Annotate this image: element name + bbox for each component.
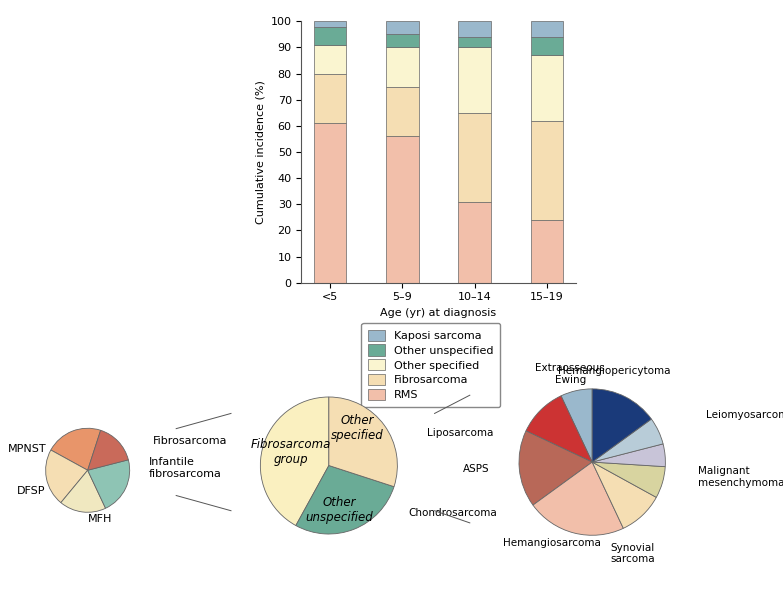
Text: Hemangiosarcoma: Hemangiosarcoma (503, 537, 601, 548)
Text: Malignant
mesenchymoma: Malignant mesenchymoma (698, 466, 783, 488)
Bar (314, 21, 346, 27)
Wedge shape (592, 462, 656, 528)
Wedge shape (533, 462, 623, 535)
Bar (386, 34, 419, 47)
Wedge shape (45, 450, 88, 503)
Bar (314, 74, 346, 123)
Text: Fibrosarcoma: Fibrosarcoma (153, 436, 227, 446)
Text: Other
unspecified: Other unspecified (305, 496, 373, 524)
Bar (314, 27, 346, 45)
X-axis label: Age (yr) at diagnosis: Age (yr) at diagnosis (381, 308, 496, 318)
Wedge shape (592, 462, 666, 497)
Wedge shape (261, 397, 329, 525)
Wedge shape (61, 470, 106, 513)
Text: Infantile
fibrosarcoma: Infantile fibrosarcoma (149, 457, 222, 479)
Wedge shape (561, 389, 592, 462)
Bar (458, 37, 491, 47)
Text: DFSP: DFSP (16, 486, 45, 496)
Bar (458, 47, 491, 113)
Wedge shape (329, 397, 397, 486)
Text: Other
specified: Other specified (331, 414, 384, 442)
Wedge shape (526, 396, 592, 462)
Bar (386, 21, 419, 34)
Text: Hemangiopericytoma: Hemangiopericytoma (558, 365, 670, 376)
Wedge shape (592, 389, 651, 462)
Text: ASPS: ASPS (463, 465, 489, 474)
Text: Leiomyosarcoma: Leiomyosarcoma (705, 410, 783, 420)
Text: Synovial
sarcoma: Synovial sarcoma (610, 543, 655, 564)
Text: Extraosseous
Ewing: Extraosseous Ewing (536, 364, 605, 385)
Wedge shape (296, 466, 394, 534)
Bar (458, 113, 491, 202)
Bar (314, 123, 346, 283)
Bar (531, 37, 563, 55)
Wedge shape (592, 419, 663, 462)
Legend: Kaposi sarcoma, Other unspecified, Other specified, Fibrosarcoma, RMS: Kaposi sarcoma, Other unspecified, Other… (362, 323, 500, 407)
Text: Chondrosarcoma: Chondrosarcoma (408, 508, 497, 518)
Bar (531, 120, 563, 220)
Text: MPNST: MPNST (7, 444, 46, 454)
Bar (458, 21, 491, 37)
Wedge shape (519, 431, 592, 505)
Wedge shape (88, 460, 130, 508)
Bar (531, 55, 563, 120)
Wedge shape (88, 430, 128, 470)
Text: Liposarcoma: Liposarcoma (427, 428, 493, 438)
Y-axis label: Cumulative incidence (%): Cumulative incidence (%) (255, 80, 265, 224)
Bar (458, 202, 491, 283)
Text: Fibrosarcoma
group: Fibrosarcoma group (251, 438, 331, 466)
Bar (531, 220, 563, 283)
Bar (314, 45, 346, 74)
Bar (531, 21, 563, 37)
Bar (386, 47, 419, 87)
Wedge shape (592, 444, 666, 467)
Bar (386, 87, 419, 136)
Wedge shape (51, 428, 101, 470)
Bar (386, 136, 419, 283)
Text: MFH: MFH (88, 514, 113, 523)
